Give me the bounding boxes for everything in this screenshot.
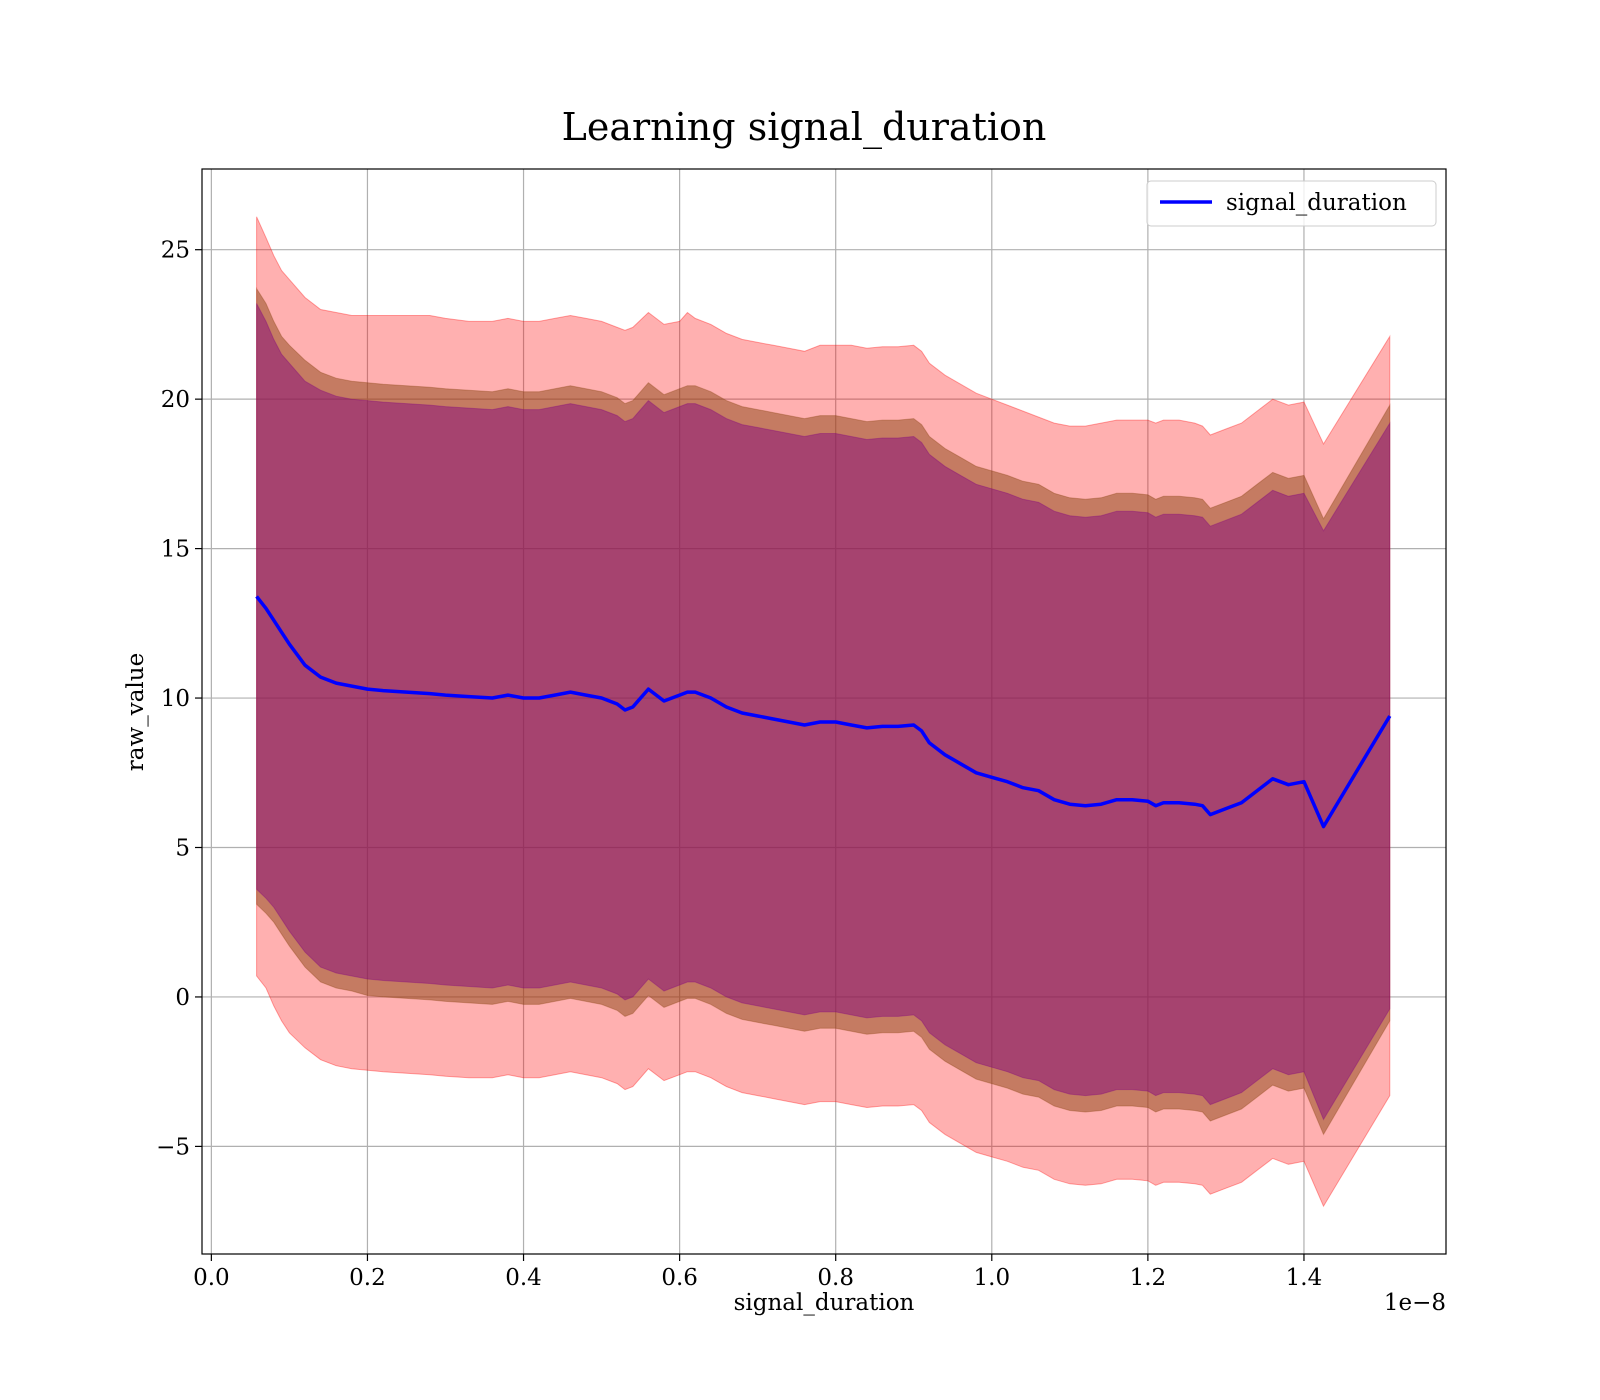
y-tick-label: 20: [161, 387, 190, 413]
legend-frame: [1146, 180, 1437, 227]
x-tick-label: 1.4: [1286, 1265, 1323, 1291]
line-layer: [255, 595, 1392, 829]
x-tick-label: 0.8: [817, 1265, 854, 1291]
x-tick-label: 0.2: [349, 1265, 386, 1291]
x-tick-label: 1.0: [974, 1265, 1011, 1291]
y-tick-label: 15: [161, 537, 190, 563]
band-layer: [256, 216, 1391, 1208]
y-tick-label: 5: [175, 835, 190, 861]
x-tick-label: 0.6: [661, 1265, 698, 1291]
x-axis-label: signal_duration: [734, 1290, 915, 1316]
chart-title: Learning signal_duration: [562, 105, 1047, 150]
x-tick-label: 1.2: [1130, 1265, 1167, 1291]
y-tick-label: 25: [161, 238, 190, 264]
x-tick-label: 0.0: [193, 1265, 230, 1291]
band-inner: [256, 303, 1391, 1121]
y-tick-label: −5: [156, 1134, 190, 1160]
y-tick-label: 10: [161, 686, 190, 712]
legend: signal_duration: [1146, 180, 1437, 227]
tick-layer: 0.0 0.2 0.4 0.6 0.8 1.0 1.2 1.4 −5 0 5 10 15 20 25: [156, 238, 1322, 1291]
series-line: [255, 595, 1392, 829]
band-middle: [256, 286, 1391, 1136]
x-axis-offset-text: 1e−8: [1384, 1290, 1446, 1316]
y-tick-label: 0: [175, 985, 190, 1011]
x-tick-label: 0.4: [505, 1265, 542, 1291]
plot-frame: [201, 168, 1447, 1255]
y-axis-label: raw_value: [123, 653, 149, 771]
legend-label: signal_duration: [1226, 190, 1407, 216]
